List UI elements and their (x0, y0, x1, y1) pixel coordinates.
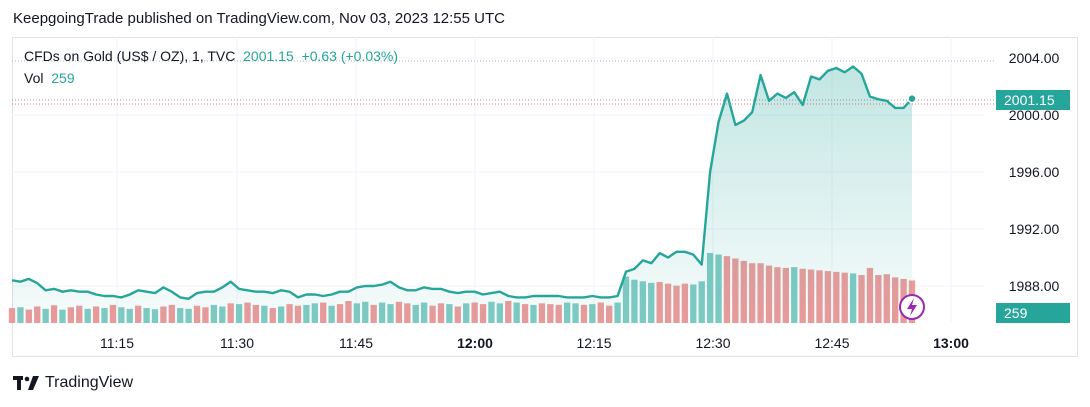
legend-symbol[interactable]: CFDs on Gold (US$ / OZ), 1, TVC (24, 48, 236, 64)
x-tick-label: 12:45 (814, 335, 849, 351)
legend-price: CFDs on Gold (US$ / OZ), 1, TVC 2001.15 … (24, 48, 398, 64)
y-tick-label: 1988.00 (1009, 278, 1060, 294)
x-tick-label: 11:30 (220, 335, 254, 351)
price-area (11, 65, 917, 323)
y-tick-label: 1992.00 (1009, 221, 1060, 237)
x-tick-label: 12:30 (695, 335, 730, 351)
tradingview-logo-icon (13, 376, 39, 390)
legend-vol-label[interactable]: Vol (24, 70, 44, 86)
brand-name: TradingView (45, 374, 134, 391)
x-tick-label: 13:00 (933, 335, 969, 351)
legend-vol-value: 259 (51, 70, 75, 86)
x-tick-label: 12:15 (576, 335, 611, 351)
y-tick-label: 1996.00 (1009, 164, 1060, 180)
last-price-point (907, 93, 917, 104)
y-tick-label: 2000.00 (1009, 107, 1060, 123)
publish-header: KeepgoingTrade published on TradingView.… (13, 10, 505, 27)
last-volume-badge: 259 (996, 303, 1070, 323)
chart-frame (12, 37, 1078, 357)
x-tick-label: 12:00 (457, 335, 493, 351)
last-price-badge: 2001.15 (996, 90, 1070, 110)
footer-brand[interactable]: TradingView (13, 374, 133, 392)
price-line (11, 65, 913, 300)
legend-change: +0.63 (+0.03%) (301, 48, 399, 64)
axis-labels: 1988.00 1992.00 1996.00 2000.00 2004.00 11:15… (100, 50, 1060, 351)
legend-last-price: 2001.15 (243, 48, 294, 64)
price-area-fill (12, 66, 912, 323)
y-tick-label: 2004.00 (1009, 50, 1060, 66)
x-tick-label: 11:45 (339, 335, 373, 351)
legend-volume: Vol 259 (24, 70, 75, 86)
lightning-icon[interactable] (899, 294, 925, 320)
x-tick-label: 11:15 (100, 335, 134, 351)
